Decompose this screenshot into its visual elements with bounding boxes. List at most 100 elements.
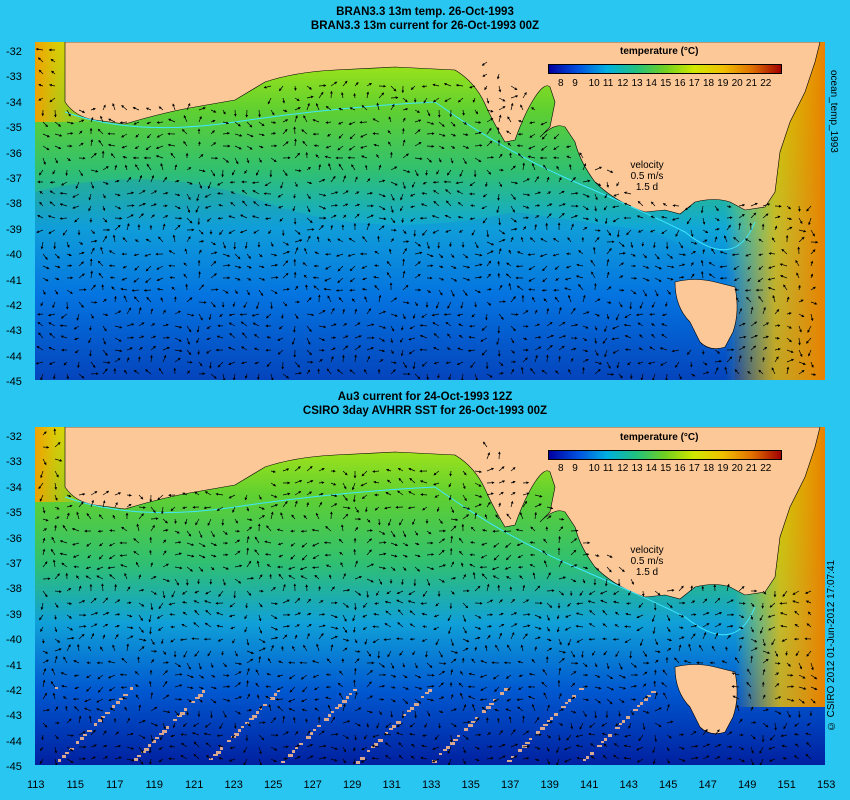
current-vector-arrow [474, 131, 482, 135]
current-vector-arrow [450, 157, 454, 164]
cloud-mask-pixel [98, 719, 102, 722]
current-vector-arrow [354, 191, 360, 195]
cloud-mask-pixel [119, 698, 123, 700]
bottom-title-line1: Au3 current for 24-Oct-1993 12Z [337, 391, 513, 403]
current-vector-arrow [522, 92, 527, 99]
current-vector-arrow [543, 164, 548, 171]
current-vector-arrow [388, 141, 392, 147]
current-vector-arrow [112, 103, 116, 111]
current-vector-arrow [436, 169, 440, 175]
current-vector-arrow [558, 190, 565, 195]
velocity-scale: 0.5 m/s [630, 171, 664, 182]
current-vector-arrow [258, 109, 261, 118]
current-vector-arrow [378, 179, 386, 183]
legend-tick-label: 20 [731, 78, 743, 89]
current-vector-arrow [150, 214, 155, 219]
current-vector-arrow [469, 217, 476, 220]
cloud-mask-pixel [622, 720, 625, 723]
current-vector-arrow [49, 201, 56, 207]
velocity-label: velocity [630, 545, 664, 556]
legend-tick-label: 13 [631, 78, 643, 89]
current-vector-arrow [342, 80, 348, 87]
current-vector-arrow [390, 96, 399, 100]
current-vector-arrow [121, 133, 128, 138]
current-vector-arrow [529, 133, 536, 138]
current-vector-arrow [306, 85, 312, 90]
current-vector-arrow [204, 193, 212, 198]
y-tick-label: -36 [6, 147, 22, 160]
current-vector-arrow [582, 193, 590, 198]
y-tick-label: -34 [6, 481, 22, 494]
current-vector-arrow [138, 202, 146, 207]
current-vector-arrow [323, 541, 332, 545]
current-vector-arrow [229, 180, 236, 184]
current-vector-arrow [145, 107, 152, 111]
current-vector-arrow [135, 164, 140, 171]
current-vector-arrow [156, 121, 164, 124]
current-vector-arrow [414, 109, 421, 113]
current-vector-arrow [318, 193, 327, 197]
x-tick-label: 139 [540, 779, 559, 791]
cloud-mask-pixel [565, 702, 568, 704]
current-vector-arrow [288, 661, 296, 665]
current-vector-arrow [150, 174, 155, 183]
current-vector-arrow [569, 163, 572, 171]
cloud-mask-pixel [263, 704, 267, 706]
cloud-mask-pixel [540, 727, 545, 730]
current-vector-arrow [351, 164, 356, 171]
cloud-mask-pixel [525, 742, 530, 744]
current-vector-arrow [222, 685, 231, 689]
current-vector-arrow [365, 164, 368, 171]
cloud-mask-pixel [313, 729, 316, 731]
current-vector-arrow [186, 193, 191, 201]
cloud-mask-pixel [464, 728, 468, 731]
current-vector-arrow [558, 203, 566, 207]
current-vector-arrow [443, 83, 452, 87]
current-vector-arrow [338, 107, 344, 111]
cloud-mask-pixel [378, 739, 383, 742]
current-vector-arrow [174, 164, 178, 171]
current-vector-arrow [594, 205, 597, 212]
current-vector-arrow [162, 215, 169, 219]
current-vector-arrow [156, 133, 164, 138]
current-vector-arrow [623, 202, 632, 207]
current-vector-arrow [114, 193, 121, 197]
current-vector-arrow [486, 118, 494, 123]
current-vector-arrow [510, 102, 514, 111]
cloud-mask-pixel [482, 710, 486, 713]
current-vector-arrow [39, 190, 44, 195]
current-vector-arrow [786, 673, 794, 677]
top-title-line2: BRAN3.3 13m current for 26-Oct-1993 00Z [310, 20, 540, 32]
current-vector-arrow [282, 757, 288, 761]
current-vector-arrow [327, 133, 332, 137]
current-vector-arrow [484, 85, 488, 91]
cloud-mask-pixel [137, 755, 141, 757]
current-vector-arrow [541, 133, 548, 140]
current-vector-arrow [534, 204, 541, 207]
current-vector-arrow [570, 176, 576, 183]
current-vector-arrow [183, 140, 188, 147]
current-vector-arrow [75, 181, 80, 190]
current-vector-arrow [474, 157, 482, 163]
cloud-mask-pixel [238, 729, 241, 732]
cloud-mask-pixel [374, 743, 378, 746]
current-vector-arrow [122, 156, 128, 159]
current-vector-arrow [174, 216, 183, 220]
current-vector-arrow [246, 121, 253, 128]
current-vector-arrow [366, 214, 374, 219]
current-vector-arrow [78, 169, 83, 177]
legend-tick-label: 19 [717, 463, 729, 474]
current-vector-arrow [49, 180, 56, 184]
current-vector-arrow [498, 114, 502, 123]
cloud-mask-pixel [148, 744, 151, 747]
cloud-mask-pixel [640, 702, 643, 705]
current-vector-arrow [570, 214, 578, 219]
current-vector-arrow [510, 193, 516, 200]
current-vector-arrow [172, 103, 176, 111]
current-vector-arrow [134, 145, 140, 150]
cloud-mask-pixel [213, 754, 218, 756]
current-vector-arrow [278, 205, 284, 209]
current-vector-arrow [546, 213, 552, 219]
current-vector-arrow [432, 180, 440, 184]
cloud-mask-pixel [360, 757, 365, 760]
